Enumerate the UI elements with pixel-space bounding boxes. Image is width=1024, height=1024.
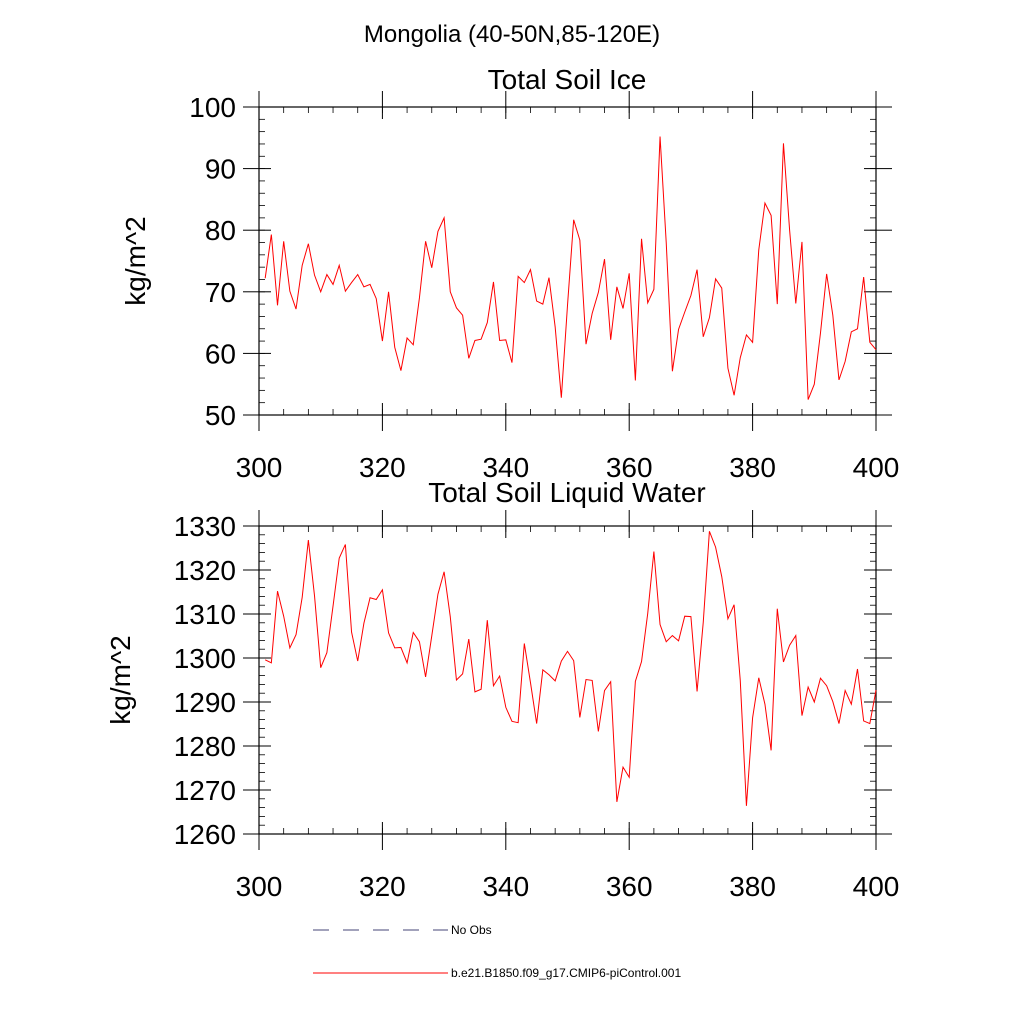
x-tick-label: 360	[606, 871, 653, 902]
y-tick-label: 1270	[174, 775, 236, 806]
y-tick-label: 1280	[174, 731, 236, 762]
y-tick-label: 1310	[174, 599, 236, 630]
legend-label: No Obs	[451, 923, 492, 937]
plot-frame	[258, 525, 877, 835]
minor-ticks	[258, 525, 877, 835]
panel-title: Total Soil Liquid Water	[428, 477, 706, 508]
x-tick-label: 380	[729, 871, 776, 902]
y-tick-label: 1290	[174, 687, 236, 718]
x-tick-label: 400	[853, 452, 900, 483]
panel-total-soil-liquid-water: Total Soil Liquid Water kg/m^2 126012701…	[105, 477, 899, 902]
x-tick-label: 340	[482, 871, 529, 902]
legend-item-no-obs: No Obs	[313, 923, 492, 937]
legend-item-control-run: b.e21.B1850.f09_g17.CMIP6-piControl.001	[313, 966, 681, 980]
legend: No Obs b.e21.B1850.f09_g17.CMIP6-piContr…	[313, 923, 681, 980]
y-axis-label: kg/m^2	[120, 216, 151, 305]
series-line-total-soil-ice	[264, 136, 877, 400]
x-tick-label: 320	[359, 452, 406, 483]
plot-frame	[258, 106, 877, 416]
x-tick-label: 320	[359, 871, 406, 902]
y-tick-label: 60	[205, 338, 236, 369]
x-tick-label: 300	[236, 452, 283, 483]
y-tick-label: 1260	[174, 819, 236, 850]
panel-title: Total Soil Ice	[488, 64, 647, 95]
y-tick-label: 50	[205, 400, 236, 431]
series-line-total-soil-liquid-water	[264, 531, 877, 806]
x-tick-label: 400	[853, 871, 900, 902]
y-tick-label: 1330	[174, 511, 236, 542]
x-tick-label: 340	[482, 452, 529, 483]
x-tick-label: 360	[606, 452, 653, 483]
y-tick-label: 1320	[174, 555, 236, 586]
panel-total-soil-ice: Total Soil Ice kg/m^2 50 60 70 80 90 100 300 32…	[120, 64, 899, 483]
legend-label: b.e21.B1850.f09_g17.CMIP6-piControl.001	[451, 966, 681, 980]
y-tick-label: 80	[205, 215, 236, 246]
y-tick-label: 1300	[174, 643, 236, 674]
axis-ticks: 50 60 70 80 90 100 300 320 340 360 380 400	[189, 91, 899, 483]
y-tick-label: 90	[205, 154, 236, 185]
axis-ticks: 1260 1270 1280 1290 1300 1310 1320 1330 300 320 34…	[174, 510, 900, 902]
y-axis-label: kg/m^2	[105, 635, 136, 724]
figure-title: Mongolia (40-50N,85-120E)	[364, 21, 660, 48]
y-tick-label: 70	[205, 277, 236, 308]
y-tick-label: 100	[189, 92, 236, 123]
x-tick-label: 300	[236, 871, 283, 902]
x-tick-label: 380	[729, 452, 776, 483]
